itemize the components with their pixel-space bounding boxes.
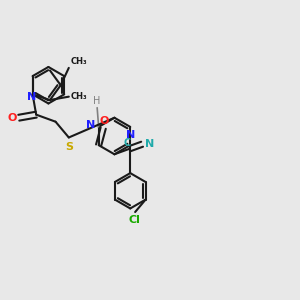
Text: H: H bbox=[94, 96, 101, 106]
Text: CH₃: CH₃ bbox=[70, 92, 87, 101]
Text: N: N bbox=[126, 130, 136, 140]
Text: N: N bbox=[26, 92, 36, 102]
Text: Cl: Cl bbox=[129, 215, 140, 225]
Text: CH₃: CH₃ bbox=[70, 57, 87, 66]
Text: C: C bbox=[124, 138, 131, 148]
Text: O: O bbox=[99, 116, 109, 126]
Text: O: O bbox=[7, 113, 16, 123]
Text: N: N bbox=[145, 139, 154, 149]
Text: N: N bbox=[86, 120, 95, 130]
Text: S: S bbox=[65, 142, 73, 152]
